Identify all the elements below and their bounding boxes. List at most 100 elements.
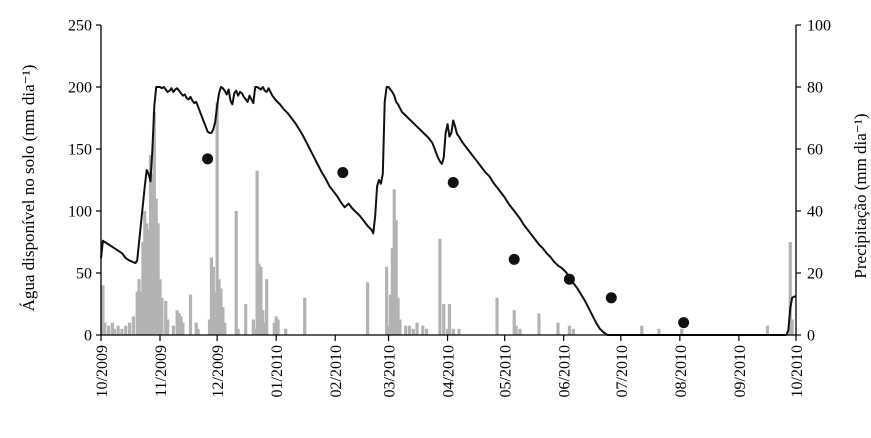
precipitation-bar bbox=[385, 266, 389, 335]
precipitation-bar bbox=[234, 211, 238, 335]
precipitation-bar bbox=[257, 263, 261, 335]
precipitation-bar bbox=[188, 294, 193, 335]
y-axis-right-title: Precipitação (mm dia⁻¹) bbox=[851, 113, 870, 278]
precipitation-bar bbox=[657, 328, 661, 335]
precipitation-bar bbox=[276, 319, 280, 335]
precipitation-bar bbox=[179, 316, 183, 335]
precipitation-bar bbox=[120, 328, 124, 335]
precipitation-bar bbox=[396, 297, 400, 335]
precipitation-bar bbox=[148, 155, 153, 335]
y-left-tick-label: 0 bbox=[84, 328, 92, 345]
y-right-tick-label: 20 bbox=[807, 266, 823, 283]
precipitation-bar bbox=[166, 319, 170, 335]
precipitation-bar bbox=[177, 313, 181, 335]
precipitation-bar bbox=[103, 322, 107, 335]
x-tick-label: 02/2010 bbox=[328, 345, 345, 397]
x-tick-label: 11/2009 bbox=[153, 345, 170, 397]
precipitation-bar bbox=[512, 310, 516, 335]
precipitation-bar bbox=[223, 322, 227, 335]
precipitation-bar bbox=[152, 111, 156, 335]
observed-point bbox=[678, 317, 690, 329]
precipitation-bar bbox=[160, 297, 164, 335]
precipitation-bar bbox=[407, 325, 412, 335]
y-right-tick-label: 100 bbox=[807, 18, 831, 35]
precipitation-bar bbox=[171, 325, 175, 335]
precipitation-bar bbox=[124, 325, 128, 335]
x-tick-label: 06/2010 bbox=[557, 345, 574, 397]
precipitation-bar bbox=[101, 285, 105, 335]
precipitation-bar bbox=[209, 257, 214, 335]
precipitation-bar bbox=[139, 291, 143, 335]
y-left-tick-label: 100 bbox=[68, 204, 92, 221]
observed-point bbox=[202, 153, 214, 165]
precipitation-bar bbox=[790, 319, 794, 335]
observed-point bbox=[508, 253, 520, 265]
precipitation-bar bbox=[442, 304, 446, 335]
x-tick-label: 10/2010 bbox=[789, 345, 806, 397]
precipitation-bar bbox=[156, 223, 160, 335]
precipitation-bar bbox=[398, 319, 402, 335]
soil-water-line bbox=[100, 86, 796, 336]
observed-point bbox=[337, 167, 349, 179]
precipitation-bar bbox=[571, 328, 575, 335]
precipitation-bar bbox=[196, 328, 200, 335]
precipitation-bar bbox=[150, 173, 155, 335]
precipitation-bar bbox=[141, 242, 145, 335]
precipitation-bar bbox=[274, 316, 278, 335]
precipitation-bar bbox=[131, 316, 135, 335]
precipitation-bar bbox=[451, 328, 455, 335]
precipitation-bar bbox=[145, 223, 149, 335]
y-left-tick-label: 50 bbox=[76, 266, 92, 283]
precipitation-bar bbox=[116, 325, 120, 335]
precipitation-bar bbox=[137, 279, 141, 335]
x-tick-label: 07/2010 bbox=[614, 345, 631, 397]
precipitation-bars bbox=[101, 102, 794, 335]
y-axis-left-title: Água disponível no solo (mm dia⁻¹) bbox=[19, 65, 38, 312]
precipitation-bar bbox=[411, 328, 415, 335]
y-left-tick-label: 150 bbox=[68, 142, 92, 159]
precipitation-bar bbox=[143, 211, 147, 335]
precipitation-bar bbox=[303, 297, 307, 335]
precipitation-bar bbox=[253, 328, 257, 335]
water-line-layer bbox=[100, 86, 796, 336]
x-tick-label: 05/2010 bbox=[498, 345, 515, 397]
precipitation-bar bbox=[765, 325, 770, 335]
precipitation-bar bbox=[261, 310, 265, 335]
precipitation-bar bbox=[207, 319, 212, 335]
y-right-tick-label: 80 bbox=[807, 80, 823, 97]
precipitation-bar bbox=[217, 279, 221, 335]
precipitation-bar bbox=[388, 294, 393, 335]
precipitation-bar bbox=[386, 325, 391, 335]
precipitation-bar bbox=[135, 291, 139, 335]
x-tick-label: 08/2010 bbox=[673, 345, 690, 397]
observed-point bbox=[605, 292, 617, 304]
precipitation-bar bbox=[447, 304, 452, 335]
observed-point bbox=[563, 273, 575, 285]
precipitation-bar bbox=[518, 328, 522, 335]
precipitation-bar bbox=[514, 325, 518, 335]
water-points-layer bbox=[202, 153, 690, 329]
precipitation-bar bbox=[244, 304, 248, 335]
precipitation-bar bbox=[164, 300, 168, 335]
precipitation-bar bbox=[219, 288, 223, 335]
x-tick-label: 01/2010 bbox=[269, 345, 286, 397]
precipitation-bar bbox=[154, 198, 158, 335]
tick-labels: 0 50 100 150 200 250 0 20 40 60 80 100 10/2009 11/200… bbox=[68, 18, 831, 398]
precipitation-bar bbox=[567, 325, 572, 335]
precipitation-bar bbox=[394, 220, 398, 335]
precipitation-bar bbox=[127, 322, 132, 335]
precipitation-bar bbox=[259, 266, 263, 335]
precipitation-bar bbox=[265, 279, 269, 335]
precipitation-bar bbox=[236, 328, 240, 335]
precipitation-bar bbox=[181, 322, 185, 335]
precipitation-bar bbox=[425, 328, 429, 335]
precipitation-bar bbox=[404, 325, 408, 335]
precipitation-bar bbox=[221, 307, 225, 335]
precipitation-bar bbox=[640, 325, 644, 335]
precipitation-bar bbox=[215, 102, 219, 335]
precipitation-bar bbox=[445, 328, 450, 335]
precipitation-bar bbox=[421, 325, 425, 335]
precipitation-bar bbox=[415, 322, 419, 335]
x-tick-label: 10/2009 bbox=[94, 345, 111, 397]
